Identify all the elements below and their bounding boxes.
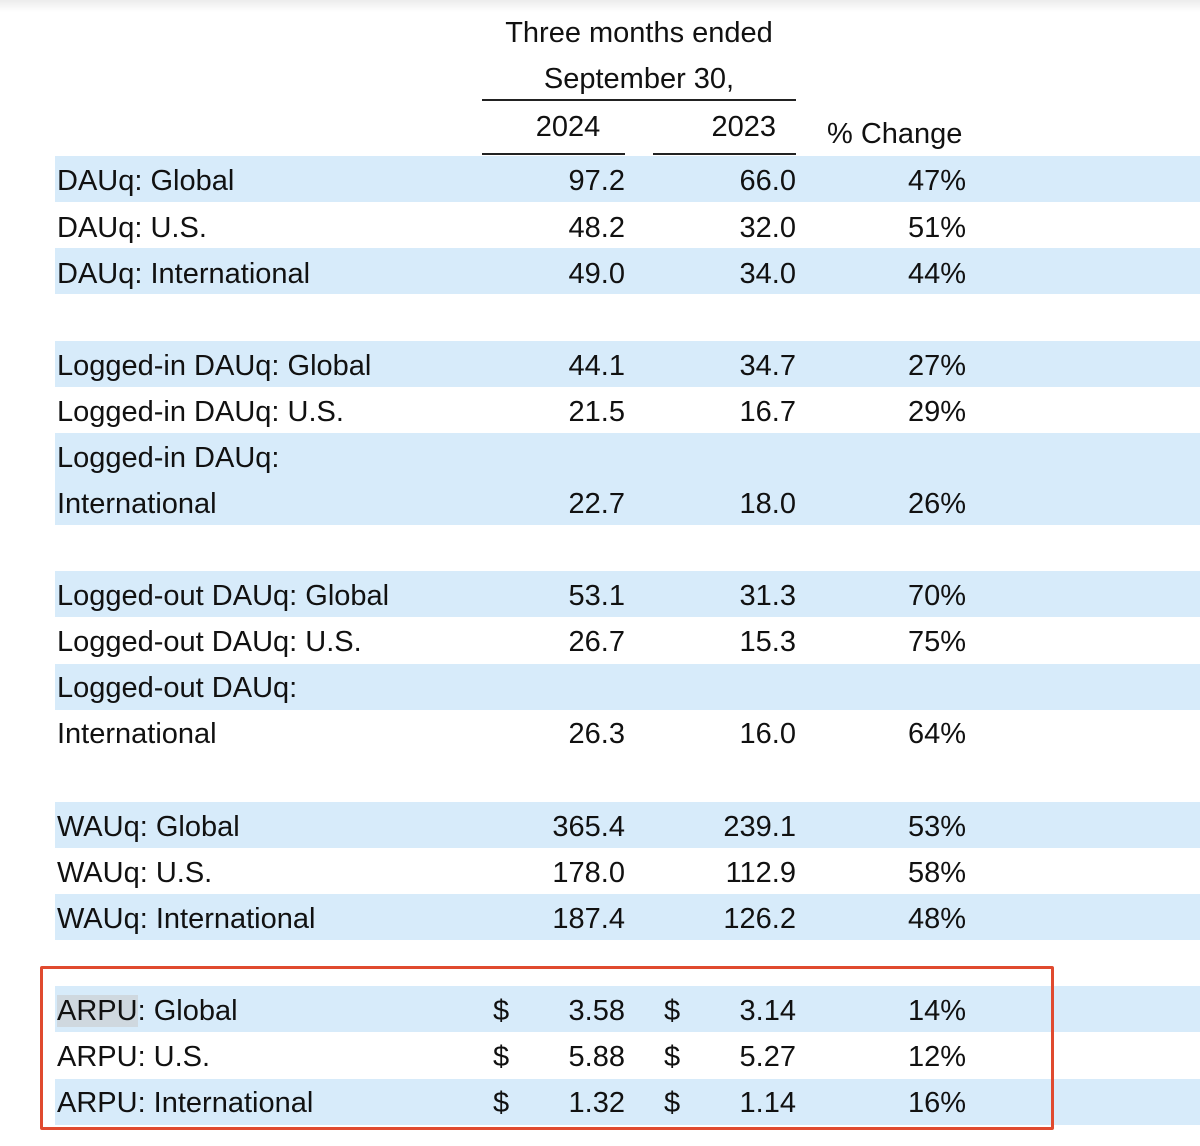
row-label: ARPU: Global bbox=[57, 994, 238, 1028]
row-band bbox=[55, 248, 1200, 294]
value-2024: 21.5 bbox=[568, 396, 625, 428]
row-label-line2: International bbox=[57, 718, 217, 750]
row-label: DAUq: U.S. bbox=[57, 212, 207, 244]
column-header-2024: 2024 bbox=[535, 111, 601, 143]
value-2023: 66.0 bbox=[739, 165, 796, 197]
selected-text-highlight[interactable]: ARPU bbox=[57, 995, 138, 1027]
row-label-line1: Logged-out DAUq: bbox=[57, 672, 298, 704]
value-pct-change: 16% bbox=[907, 1087, 966, 1119]
value-2024: 178.0 bbox=[552, 857, 625, 889]
currency-symbol: $ bbox=[664, 995, 681, 1027]
value-pct-change: 26% bbox=[907, 488, 966, 520]
header-underline bbox=[482, 99, 796, 101]
period-heading-line1: Three months ended bbox=[505, 17, 773, 49]
value-pct-change: 47% bbox=[907, 165, 966, 197]
column-header-pct-change: % Change bbox=[827, 118, 963, 150]
row-label: WAUq: International bbox=[57, 903, 316, 935]
value-2024: 187.4 bbox=[552, 903, 625, 935]
value-2023: 31.3 bbox=[739, 580, 796, 612]
value-pct-change: 44% bbox=[907, 258, 966, 290]
value-2023: 18.0 bbox=[739, 488, 796, 520]
value-2023: 5.27 bbox=[739, 1041, 796, 1073]
row-band bbox=[55, 664, 1200, 710]
value-2024: 48.2 bbox=[568, 212, 625, 244]
header-underline bbox=[653, 153, 796, 155]
value-pct-change: 48% bbox=[907, 903, 966, 935]
value-2024: 365.4 bbox=[552, 811, 625, 843]
row-band bbox=[55, 433, 1200, 525]
top-edge-shadow bbox=[0, 0, 1200, 12]
value-2023: 126.2 bbox=[723, 903, 796, 935]
row-label-rest: : Global bbox=[137, 995, 238, 1027]
row-label: DAUq: Global bbox=[57, 165, 235, 197]
currency-symbol: $ bbox=[493, 1041, 510, 1073]
value-2023: 239.1 bbox=[723, 811, 796, 843]
row-band bbox=[55, 156, 1200, 202]
value-2023: 16.7 bbox=[739, 396, 796, 428]
value-2024: 1.32 bbox=[568, 1087, 625, 1119]
value-pct-change: 64% bbox=[907, 718, 966, 750]
value-2024: 26.7 bbox=[568, 626, 625, 658]
row-label: ARPU: U.S. bbox=[57, 1041, 211, 1073]
row-label: ARPU: International bbox=[57, 1087, 314, 1119]
currency-symbol: $ bbox=[493, 1087, 510, 1119]
value-2024: 26.3 bbox=[568, 718, 625, 750]
period-heading-line2: September 30, bbox=[543, 63, 735, 95]
value-pct-change: 27% bbox=[907, 350, 966, 382]
value-2023: 34.7 bbox=[739, 350, 796, 382]
row-label: Logged-out DAUq: Global bbox=[57, 580, 390, 612]
value-pct-change: 58% bbox=[907, 857, 966, 889]
row-band bbox=[55, 802, 1200, 848]
value-2024: 49.0 bbox=[568, 258, 625, 290]
row-label: WAUq: U.S. bbox=[57, 857, 213, 889]
row-band bbox=[55, 571, 1200, 617]
value-2024: 44.1 bbox=[568, 350, 625, 382]
value-2023: 112.9 bbox=[725, 857, 796, 889]
row-band bbox=[55, 341, 1200, 387]
row-label: DAUq: International bbox=[57, 258, 311, 290]
value-pct-change: 12% bbox=[907, 1041, 966, 1073]
value-2023: 3.14 bbox=[739, 995, 796, 1027]
value-pct-change: 70% bbox=[907, 580, 966, 612]
column-header-2023: 2023 bbox=[711, 111, 776, 143]
value-2024: 53.1 bbox=[568, 580, 625, 612]
value-2024: 3.58 bbox=[568, 995, 625, 1027]
row-band bbox=[55, 986, 1200, 1032]
row-label: WAUq: Global bbox=[57, 811, 240, 843]
value-2023: 16.0 bbox=[739, 718, 796, 750]
currency-symbol: $ bbox=[493, 995, 510, 1027]
row-label-line2: International bbox=[57, 488, 217, 520]
value-pct-change: 51% bbox=[907, 212, 966, 244]
value-pct-change: 53% bbox=[907, 811, 966, 843]
row-label-line1: Logged-in DAUq: bbox=[57, 442, 280, 474]
header-underline bbox=[482, 153, 625, 155]
row-band bbox=[55, 894, 1200, 940]
value-pct-change: 75% bbox=[907, 626, 966, 658]
value-2024: 22.7 bbox=[568, 488, 625, 520]
value-2023: 34.0 bbox=[739, 258, 796, 290]
row-label: Logged-in DAUq: Global bbox=[57, 350, 372, 382]
arpu-highlight-box bbox=[40, 966, 1054, 1130]
value-2023: 32.0 bbox=[739, 212, 796, 244]
row-label: Logged-out DAUq: U.S. bbox=[57, 626, 362, 658]
value-2023: 1.14 bbox=[739, 1087, 796, 1119]
currency-symbol: $ bbox=[664, 1087, 681, 1119]
value-2024: 97.2 bbox=[568, 165, 625, 197]
value-2023: 15.3 bbox=[739, 626, 796, 658]
row-label: Logged-in DAUq: U.S. bbox=[57, 396, 344, 428]
value-pct-change: 29% bbox=[907, 396, 966, 428]
value-pct-change: 14% bbox=[907, 995, 966, 1027]
row-band bbox=[55, 1079, 1200, 1125]
value-2024: 5.88 bbox=[568, 1041, 625, 1073]
currency-symbol: $ bbox=[664, 1041, 681, 1073]
